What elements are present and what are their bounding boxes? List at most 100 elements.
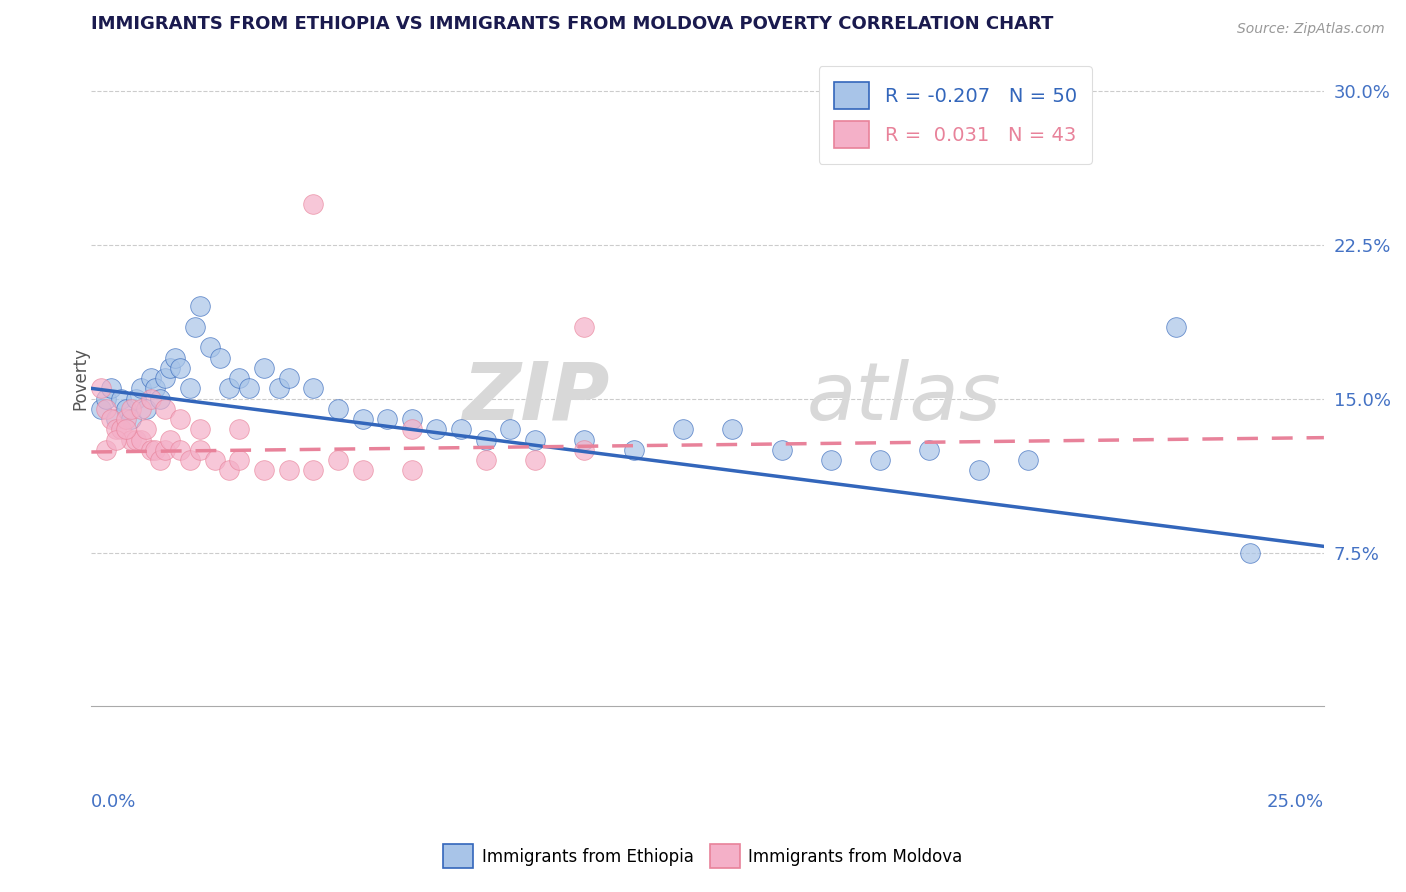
- Point: [120, 433, 142, 447]
- Point: [302, 463, 325, 477]
- Point: [967, 463, 990, 477]
- Legend: R = -0.207   N = 50, R =  0.031   N = 43: R = -0.207 N = 50, R = 0.031 N = 43: [818, 66, 1092, 164]
- Point: [100, 381, 122, 395]
- Text: 25.0%: 25.0%: [1267, 793, 1324, 811]
- Point: [90, 381, 112, 395]
- Text: atlas: atlas: [806, 359, 1001, 437]
- Point: [1164, 319, 1187, 334]
- Point: [169, 442, 191, 457]
- Point: [165, 351, 187, 365]
- Point: [623, 442, 645, 457]
- Point: [115, 401, 138, 416]
- Point: [159, 433, 181, 447]
- Y-axis label: Poverty: Poverty: [72, 347, 89, 409]
- Point: [145, 442, 167, 457]
- Point: [218, 381, 240, 395]
- Point: [401, 412, 423, 426]
- Point: [277, 463, 299, 477]
- Point: [401, 463, 423, 477]
- Point: [129, 433, 152, 447]
- Point: [115, 412, 138, 426]
- Point: [105, 422, 128, 436]
- Point: [721, 422, 744, 436]
- Point: [110, 392, 132, 406]
- Point: [129, 401, 152, 416]
- Point: [474, 453, 496, 467]
- Point: [375, 412, 398, 426]
- Point: [94, 401, 117, 416]
- Point: [574, 433, 596, 447]
- Point: [188, 442, 211, 457]
- Point: [110, 422, 132, 436]
- Point: [524, 453, 547, 467]
- Point: [326, 453, 349, 467]
- Point: [820, 453, 842, 467]
- Point: [425, 422, 447, 436]
- Point: [139, 392, 162, 406]
- Point: [228, 371, 250, 385]
- Point: [179, 381, 201, 395]
- Point: [105, 433, 128, 447]
- Point: [228, 422, 250, 436]
- Point: [188, 422, 211, 436]
- Point: [352, 412, 374, 426]
- Point: [100, 412, 122, 426]
- Point: [277, 371, 299, 385]
- Point: [120, 401, 142, 416]
- Point: [115, 422, 138, 436]
- Point: [450, 422, 472, 436]
- Point: [869, 453, 891, 467]
- Point: [94, 392, 117, 406]
- Point: [169, 412, 191, 426]
- Point: [125, 392, 148, 406]
- Text: IMMIGRANTS FROM ETHIOPIA VS IMMIGRANTS FROM MOLDOVA POVERTY CORRELATION CHART: IMMIGRANTS FROM ETHIOPIA VS IMMIGRANTS F…: [91, 15, 1053, 33]
- Point: [228, 453, 250, 467]
- Point: [574, 442, 596, 457]
- Point: [90, 401, 112, 416]
- Legend: Immigrants from Ethiopia, Immigrants from Moldova: Immigrants from Ethiopia, Immigrants fro…: [437, 838, 969, 875]
- Point: [672, 422, 695, 436]
- Point: [302, 381, 325, 395]
- Point: [188, 299, 211, 313]
- Point: [253, 360, 276, 375]
- Point: [238, 381, 260, 395]
- Point: [918, 442, 941, 457]
- Point: [401, 422, 423, 436]
- Point: [135, 422, 157, 436]
- Point: [94, 442, 117, 457]
- Point: [770, 442, 793, 457]
- Point: [129, 381, 152, 395]
- Point: [139, 371, 162, 385]
- Point: [267, 381, 290, 395]
- Point: [149, 392, 172, 406]
- Point: [208, 351, 231, 365]
- Point: [149, 453, 172, 467]
- Point: [155, 442, 177, 457]
- Point: [574, 319, 596, 334]
- Point: [159, 360, 181, 375]
- Point: [155, 371, 177, 385]
- Point: [253, 463, 276, 477]
- Point: [474, 433, 496, 447]
- Point: [135, 401, 157, 416]
- Point: [1017, 453, 1039, 467]
- Point: [145, 381, 167, 395]
- Point: [105, 412, 128, 426]
- Point: [169, 360, 191, 375]
- Point: [218, 463, 240, 477]
- Point: [1239, 545, 1261, 559]
- Point: [302, 196, 325, 211]
- Point: [179, 453, 201, 467]
- Text: 0.0%: 0.0%: [91, 793, 136, 811]
- Point: [326, 401, 349, 416]
- Point: [524, 433, 547, 447]
- Point: [499, 422, 522, 436]
- Point: [184, 319, 207, 334]
- Point: [204, 453, 226, 467]
- Point: [139, 442, 162, 457]
- Point: [352, 463, 374, 477]
- Text: ZIP: ZIP: [461, 359, 609, 437]
- Point: [155, 401, 177, 416]
- Point: [198, 340, 221, 354]
- Text: Source: ZipAtlas.com: Source: ZipAtlas.com: [1237, 22, 1385, 37]
